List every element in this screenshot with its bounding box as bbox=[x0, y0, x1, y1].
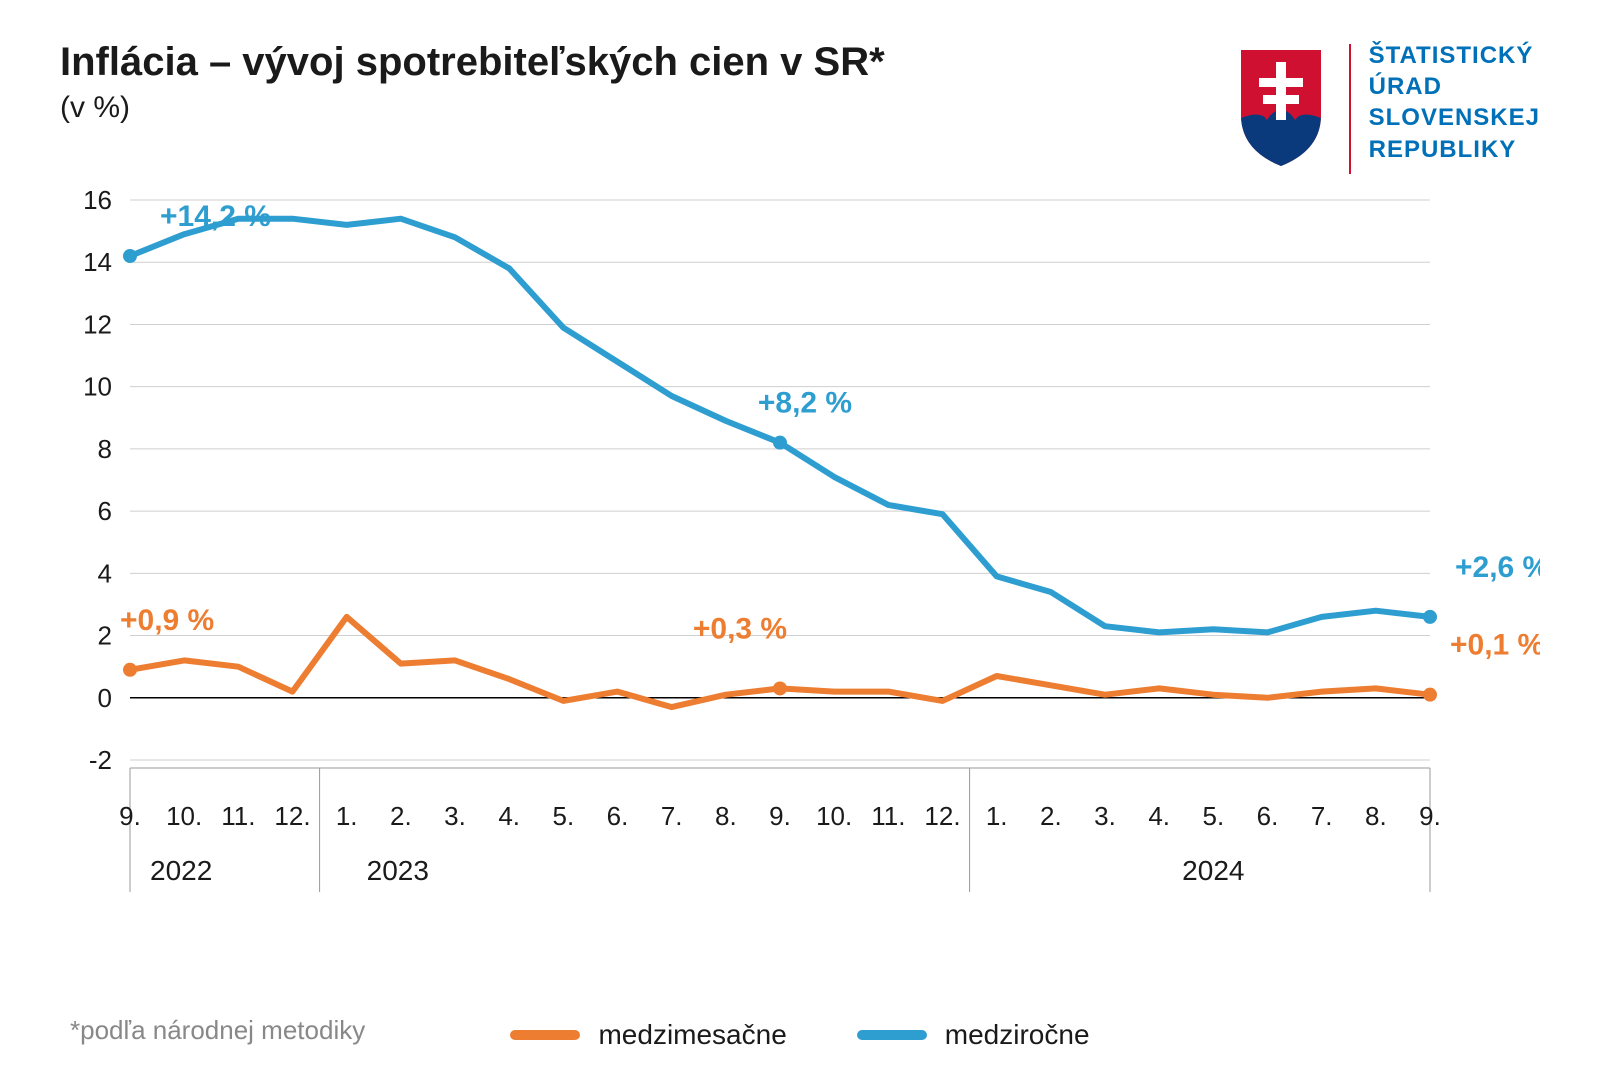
x-tick-label: 5. bbox=[552, 801, 574, 831]
x-tick-label: 12. bbox=[274, 801, 310, 831]
year-label: 2024 bbox=[1182, 855, 1244, 886]
x-tick-label: 11. bbox=[221, 801, 255, 831]
x-tick-label: 1. bbox=[986, 801, 1008, 831]
series-line-medzirocne bbox=[130, 219, 1430, 633]
x-tick-label: 7. bbox=[1311, 801, 1333, 831]
series-marker-medzimesacne bbox=[1423, 688, 1437, 702]
x-tick-label: 9. bbox=[1419, 801, 1441, 831]
x-tick-label: 7. bbox=[661, 801, 683, 831]
chart-subtitle: (v %) bbox=[60, 91, 885, 125]
series-marker-medzirocne bbox=[773, 436, 787, 450]
logo-line4: REPUBLIKY bbox=[1369, 134, 1540, 165]
y-tick-label: 2 bbox=[98, 621, 112, 651]
legend-item: medziročne bbox=[857, 1019, 1090, 1051]
y-tick-label: 8 bbox=[98, 434, 112, 464]
year-label: 2023 bbox=[367, 855, 429, 886]
x-tick-label: 1. bbox=[336, 801, 358, 831]
logo-line3: SLOVENSKEJ bbox=[1369, 102, 1540, 133]
chart-plot-area: -2 0 2 4 6 8 10 12 14 16 2022 2023 2024 9. 10. 11. 12. 1.… bbox=[60, 180, 1540, 920]
y-tick-label: 10 bbox=[83, 372, 112, 402]
x-tick-label: 4. bbox=[498, 801, 520, 831]
x-tick-label: 3. bbox=[1094, 801, 1116, 831]
y-tick-label: 12 bbox=[83, 309, 112, 339]
chart-svg: -2 0 2 4 6 8 10 12 14 16 2022 2023 2024 9. 10. 11. 12. 1.… bbox=[60, 180, 1540, 920]
legend-swatch bbox=[510, 1030, 580, 1040]
series-marker-medzimesacne bbox=[123, 663, 137, 677]
annotation: +14,2 % bbox=[160, 200, 271, 233]
annotation: +0,3 % bbox=[693, 612, 787, 645]
legend-label: medziročne bbox=[945, 1019, 1090, 1051]
y-tick-label: 6 bbox=[98, 496, 112, 526]
series-marker-medzirocne bbox=[1423, 610, 1437, 624]
series-marker-medzirocne bbox=[123, 249, 137, 263]
y-tick-label: 4 bbox=[98, 558, 112, 588]
x-tick-label: 9. bbox=[769, 801, 791, 831]
year-label: 2022 bbox=[150, 855, 212, 886]
legend-label: medzimesačne bbox=[598, 1019, 786, 1051]
y-tick-label: 0 bbox=[98, 683, 112, 713]
x-tick-label: 3. bbox=[444, 801, 466, 831]
shield-icon bbox=[1231, 40, 1331, 170]
x-tick-label: 12. bbox=[924, 801, 960, 831]
x-tick-label: 2. bbox=[1040, 801, 1062, 831]
logo: ŠTATISTICKÝ ÚRAD SLOVENSKEJ REPUBLIKY bbox=[1231, 40, 1540, 174]
y-tick-label: 14 bbox=[83, 247, 112, 277]
x-tick-label: 2. bbox=[390, 801, 412, 831]
chart-title: Inflácia – vývoj spotrebiteľských cien v… bbox=[60, 40, 885, 85]
x-tick-label: 4. bbox=[1148, 801, 1170, 831]
chart-container: Inflácia – vývoj spotrebiteľských cien v… bbox=[0, 0, 1600, 1091]
x-tick-label: 10. bbox=[166, 801, 202, 831]
logo-divider bbox=[1349, 44, 1351, 174]
x-tick-label: 6. bbox=[1257, 801, 1279, 831]
annotation: +8,2 % bbox=[758, 387, 852, 420]
annotation: +2,6 % bbox=[1455, 551, 1540, 584]
logo-text: ŠTATISTICKÝ ÚRAD SLOVENSKEJ REPUBLIKY bbox=[1369, 40, 1540, 165]
x-tick-label: 5. bbox=[1202, 801, 1224, 831]
x-tick-label: 11. bbox=[871, 801, 905, 831]
title-block: Inflácia – vývoj spotrebiteľských cien v… bbox=[60, 40, 885, 125]
x-tick-label: 9. bbox=[119, 801, 141, 831]
annotation: +0,1 % bbox=[1450, 629, 1540, 662]
y-tick-label: -2 bbox=[89, 745, 112, 775]
legend: medzimesačne medziročne bbox=[60, 1019, 1540, 1051]
legend-swatch bbox=[857, 1030, 927, 1040]
x-tick-label: 8. bbox=[1365, 801, 1387, 831]
x-tick-label: 6. bbox=[607, 801, 629, 831]
x-tick-label: 10. bbox=[816, 801, 852, 831]
x-tick-label: 8. bbox=[715, 801, 737, 831]
annotation: +0,9 % bbox=[120, 604, 214, 637]
legend-item: medzimesačne bbox=[510, 1019, 786, 1051]
logo-line1: ŠTATISTICKÝ bbox=[1369, 40, 1540, 71]
logo-line2: ÚRAD bbox=[1369, 71, 1540, 102]
series-marker-medzimesacne bbox=[773, 681, 787, 695]
header: Inflácia – vývoj spotrebiteľských cien v… bbox=[60, 40, 1540, 174]
y-tick-label: 16 bbox=[83, 185, 112, 215]
